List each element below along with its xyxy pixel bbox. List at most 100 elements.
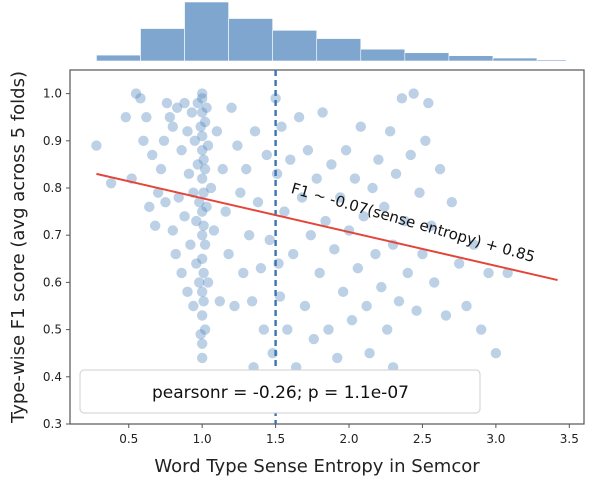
data-point xyxy=(426,220,437,231)
data-point xyxy=(196,93,208,104)
data-point xyxy=(332,352,343,364)
data-point xyxy=(423,97,434,109)
y-tick-label: 0.7 xyxy=(43,228,62,242)
data-point xyxy=(196,286,208,298)
histogram-bar xyxy=(536,59,567,62)
y-tick-label: 0.5 xyxy=(43,323,62,337)
data-point xyxy=(208,225,220,236)
data-point xyxy=(202,277,214,288)
histogram-bar xyxy=(96,54,141,62)
data-point xyxy=(135,93,146,104)
data-point xyxy=(223,248,234,260)
data-point xyxy=(258,324,270,335)
data-point xyxy=(201,102,212,113)
data-point xyxy=(196,107,208,118)
data-point xyxy=(417,248,428,260)
x-axis-title: Word Type Sense Entropy in Semcor xyxy=(154,456,480,477)
y-tick-label: 0.9 xyxy=(43,134,62,148)
data-point xyxy=(429,277,440,288)
data-point xyxy=(399,215,411,227)
data-point xyxy=(490,348,502,359)
data-point xyxy=(91,140,102,151)
data-point xyxy=(164,112,176,123)
data-point xyxy=(390,168,402,180)
data-point xyxy=(314,267,325,279)
stats-box xyxy=(79,369,481,414)
data-point xyxy=(194,196,205,208)
data-point xyxy=(226,102,237,113)
data-point xyxy=(346,314,358,326)
data-point xyxy=(402,267,413,279)
data-point xyxy=(205,182,217,194)
data-point xyxy=(279,206,290,217)
data-point xyxy=(192,97,203,109)
data-point xyxy=(367,182,378,194)
data-point xyxy=(411,305,422,316)
data-point xyxy=(329,244,340,255)
data-point xyxy=(198,267,209,279)
y-tick-label: 0.3 xyxy=(43,417,62,431)
data-point xyxy=(188,300,199,312)
data-point xyxy=(241,163,252,175)
data-point xyxy=(420,135,431,146)
data-point xyxy=(194,277,205,288)
data-point xyxy=(179,97,190,109)
data-point xyxy=(196,338,208,349)
data-point xyxy=(293,112,305,123)
data-point xyxy=(196,253,208,264)
histogram-bar xyxy=(360,48,406,62)
data-point xyxy=(352,263,364,274)
data-point xyxy=(199,116,211,128)
data-point xyxy=(130,88,142,99)
data-point xyxy=(335,192,346,203)
data-point xyxy=(229,300,240,312)
axis-ticks: 0.5 1.0 1.5 2.0 2.5 3.0 3.5 0.3 0.4 0.5 0.6 0.7 0.8 0… xyxy=(43,87,579,446)
data-point xyxy=(196,206,208,217)
data-point xyxy=(191,258,202,269)
data-point xyxy=(182,286,193,298)
data-point xyxy=(196,352,208,364)
data-point xyxy=(414,187,425,198)
histogram-bar xyxy=(184,1,229,62)
data-point xyxy=(285,154,296,165)
data-point xyxy=(232,140,243,151)
data-point xyxy=(483,267,494,279)
data-point xyxy=(217,163,228,175)
data-point xyxy=(155,163,167,175)
data-point xyxy=(198,187,209,198)
data-point xyxy=(202,140,214,151)
data-point xyxy=(434,163,446,175)
data-point xyxy=(149,220,161,231)
x-tick-label: 2.5 xyxy=(413,432,432,446)
data-point xyxy=(364,348,375,359)
data-point xyxy=(141,112,152,123)
data-point xyxy=(161,97,173,109)
histogram-bar xyxy=(448,55,494,62)
data-point xyxy=(326,159,337,170)
data-point xyxy=(238,267,249,279)
data-point xyxy=(502,267,513,279)
data-point xyxy=(186,107,198,118)
data-point xyxy=(173,192,184,203)
data-point xyxy=(384,126,396,137)
data-point xyxy=(361,300,372,312)
data-point xyxy=(243,230,255,241)
histogram-bar xyxy=(140,28,185,62)
data-point xyxy=(446,196,458,208)
data-point xyxy=(167,121,178,132)
data-point xyxy=(376,281,387,293)
data-point xyxy=(198,296,209,307)
y-tick-label: 0.4 xyxy=(43,370,62,384)
data-point xyxy=(299,300,311,312)
x-tick-label: 0.5 xyxy=(119,432,138,446)
data-point xyxy=(379,201,390,213)
data-point xyxy=(373,154,384,165)
data-point xyxy=(199,163,211,175)
data-point xyxy=(355,121,366,132)
data-point xyxy=(288,248,299,260)
data-point xyxy=(468,239,480,250)
data-point xyxy=(296,192,308,203)
data-point xyxy=(183,168,195,180)
data-point xyxy=(196,145,208,156)
